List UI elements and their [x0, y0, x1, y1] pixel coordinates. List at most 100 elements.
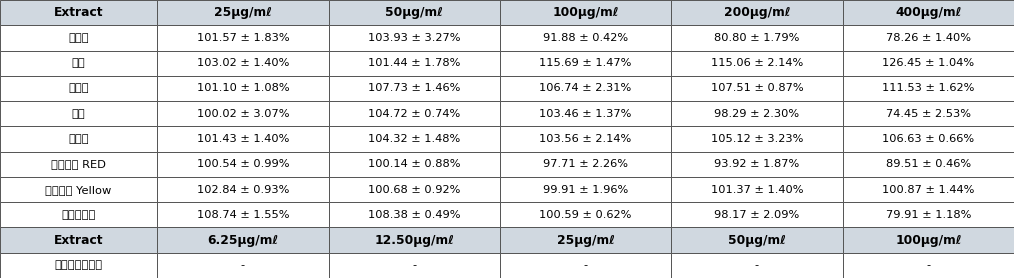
- Bar: [671, 253, 843, 278]
- Bar: [671, 51, 843, 76]
- Text: 50μg/mℓ: 50μg/mℓ: [728, 234, 786, 247]
- Text: 97.71 ± 2.26%: 97.71 ± 2.26%: [544, 159, 628, 169]
- Text: 연자육: 연자육: [68, 83, 89, 93]
- Bar: [329, 51, 500, 76]
- Bar: [0, 101, 157, 126]
- Text: 108.38 ± 0.49%: 108.38 ± 0.49%: [368, 210, 460, 220]
- Bar: [157, 25, 329, 51]
- Text: 98.17 ± 2.09%: 98.17 ± 2.09%: [714, 210, 800, 220]
- Bar: [671, 126, 843, 152]
- Bar: [843, 253, 1014, 278]
- Text: 작약: 작약: [72, 58, 85, 68]
- Bar: [843, 76, 1014, 101]
- Bar: [0, 126, 157, 152]
- Bar: [671, 25, 843, 51]
- Text: 111.53 ± 1.62%: 111.53 ± 1.62%: [882, 83, 974, 93]
- Bar: [0, 51, 157, 76]
- Text: 93.92 ± 1.87%: 93.92 ± 1.87%: [714, 159, 800, 169]
- Bar: [500, 253, 671, 278]
- Text: 12.50μg/mℓ: 12.50μg/mℓ: [374, 234, 454, 247]
- Text: 103.46 ± 1.37%: 103.46 ± 1.37%: [539, 109, 632, 119]
- Text: 100.54 ± 0.99%: 100.54 ± 0.99%: [197, 159, 289, 169]
- Text: 100.02 ± 3.07%: 100.02 ± 3.07%: [197, 109, 289, 119]
- Text: 91.88 ± 0.42%: 91.88 ± 0.42%: [544, 33, 628, 43]
- Text: 104.32 ± 1.48%: 104.32 ± 1.48%: [368, 134, 460, 144]
- Bar: [843, 51, 1014, 76]
- Bar: [500, 126, 671, 152]
- Text: 107.73 ± 1.46%: 107.73 ± 1.46%: [368, 83, 460, 93]
- Bar: [157, 227, 329, 253]
- Text: 인동: 인동: [72, 109, 85, 119]
- Text: 25μg/mℓ: 25μg/mℓ: [214, 6, 272, 19]
- Bar: [329, 101, 500, 126]
- Bar: [500, 25, 671, 51]
- Text: 103.02 ± 1.40%: 103.02 ± 1.40%: [197, 58, 289, 68]
- Text: 104.72 ± 0.74%: 104.72 ± 0.74%: [368, 109, 460, 119]
- Text: 메리골드 Yellow: 메리골드 Yellow: [46, 185, 112, 195]
- Text: 50μg/mℓ: 50μg/mℓ: [385, 6, 443, 19]
- Bar: [0, 152, 157, 177]
- Text: -: -: [412, 260, 417, 270]
- Text: 400μg/mℓ: 400μg/mℓ: [895, 6, 961, 19]
- Bar: [843, 227, 1014, 253]
- Text: 100μg/mℓ: 100μg/mℓ: [553, 6, 619, 19]
- Text: 100.87 ± 1.44%: 100.87 ± 1.44%: [882, 185, 974, 195]
- Bar: [500, 227, 671, 253]
- Text: 체리세이지정유: 체리세이지정유: [55, 260, 102, 270]
- Text: 101.37 ± 1.40%: 101.37 ± 1.40%: [711, 185, 803, 195]
- Text: 체리세이지: 체리세이지: [62, 210, 95, 220]
- Text: 115.69 ± 1.47%: 115.69 ± 1.47%: [539, 58, 632, 68]
- Bar: [329, 0, 500, 25]
- Bar: [329, 76, 500, 101]
- Bar: [329, 177, 500, 202]
- Bar: [329, 25, 500, 51]
- Text: 103.56 ± 2.14%: 103.56 ± 2.14%: [539, 134, 632, 144]
- Text: 115.06 ± 2.14%: 115.06 ± 2.14%: [711, 58, 803, 68]
- Bar: [671, 177, 843, 202]
- Text: 100.59 ± 0.62%: 100.59 ± 0.62%: [539, 210, 632, 220]
- Text: 99.91 ± 1.96%: 99.91 ± 1.96%: [542, 185, 629, 195]
- Text: 106.74 ± 2.31%: 106.74 ± 2.31%: [539, 83, 632, 93]
- Bar: [843, 152, 1014, 177]
- Bar: [329, 253, 500, 278]
- Bar: [671, 202, 843, 227]
- Text: 100μg/mℓ: 100μg/mℓ: [895, 234, 961, 247]
- Bar: [0, 177, 157, 202]
- Text: -: -: [754, 260, 759, 270]
- Bar: [0, 25, 157, 51]
- Bar: [157, 101, 329, 126]
- Bar: [500, 202, 671, 227]
- Bar: [0, 202, 157, 227]
- Text: 103.93 ± 3.27%: 103.93 ± 3.27%: [368, 33, 460, 43]
- Text: 89.51 ± 0.46%: 89.51 ± 0.46%: [886, 159, 970, 169]
- Bar: [157, 51, 329, 76]
- Bar: [671, 227, 843, 253]
- Bar: [671, 0, 843, 25]
- Bar: [329, 126, 500, 152]
- Bar: [671, 76, 843, 101]
- Bar: [843, 126, 1014, 152]
- Bar: [500, 51, 671, 76]
- Bar: [157, 0, 329, 25]
- Text: 101.57 ± 1.83%: 101.57 ± 1.83%: [197, 33, 289, 43]
- Text: 74.45 ± 2.53%: 74.45 ± 2.53%: [886, 109, 970, 119]
- Text: 200μg/mℓ: 200μg/mℓ: [724, 6, 790, 19]
- Bar: [157, 177, 329, 202]
- Text: 싰레자: 싰레자: [68, 134, 89, 144]
- Bar: [157, 76, 329, 101]
- Bar: [843, 25, 1014, 51]
- Text: 101.44 ± 1.78%: 101.44 ± 1.78%: [368, 58, 460, 68]
- Bar: [843, 177, 1014, 202]
- Text: Extract: Extract: [54, 6, 103, 19]
- Bar: [843, 0, 1014, 25]
- Text: Extract: Extract: [54, 234, 103, 247]
- Bar: [671, 101, 843, 126]
- Text: 6.25μg/mℓ: 6.25μg/mℓ: [207, 234, 279, 247]
- Bar: [0, 76, 157, 101]
- Text: -: -: [583, 260, 588, 270]
- Text: 80.80 ± 1.79%: 80.80 ± 1.79%: [714, 33, 800, 43]
- Text: 98.29 ± 2.30%: 98.29 ± 2.30%: [715, 109, 799, 119]
- Bar: [157, 126, 329, 152]
- Text: 126.45 ± 1.04%: 126.45 ± 1.04%: [882, 58, 974, 68]
- Bar: [500, 0, 671, 25]
